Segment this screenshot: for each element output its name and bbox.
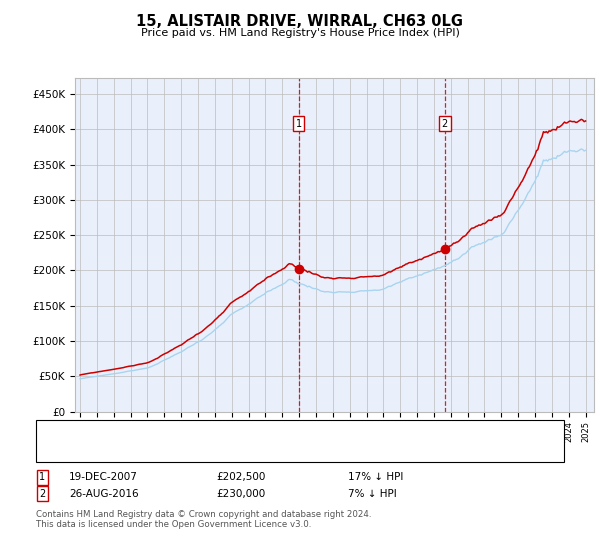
Text: 26-AUG-2016: 26-AUG-2016 [69, 489, 139, 499]
Text: 15, ALISTAIR DRIVE, WIRRAL, CH63 0LG (detached house): 15, ALISTAIR DRIVE, WIRRAL, CH63 0LG (de… [75, 426, 358, 436]
Text: 2: 2 [442, 119, 448, 129]
Text: 1: 1 [296, 119, 302, 129]
Text: Contains HM Land Registry data © Crown copyright and database right 2024.
This d: Contains HM Land Registry data © Crown c… [36, 510, 371, 529]
Text: HPI: Average price, detached house, Wirral: HPI: Average price, detached house, Wirr… [75, 447, 284, 457]
Text: 7% ↓ HPI: 7% ↓ HPI [348, 489, 397, 499]
Text: 17% ↓ HPI: 17% ↓ HPI [348, 472, 403, 482]
Text: 2: 2 [39, 489, 45, 499]
Text: £202,500: £202,500 [216, 472, 265, 482]
Text: £230,000: £230,000 [216, 489, 265, 499]
Text: 1: 1 [39, 472, 45, 482]
Text: Price paid vs. HM Land Registry's House Price Index (HPI): Price paid vs. HM Land Registry's House … [140, 28, 460, 38]
Text: 19-DEC-2007: 19-DEC-2007 [69, 472, 138, 482]
Text: 15, ALISTAIR DRIVE, WIRRAL, CH63 0LG: 15, ALISTAIR DRIVE, WIRRAL, CH63 0LG [137, 14, 464, 29]
